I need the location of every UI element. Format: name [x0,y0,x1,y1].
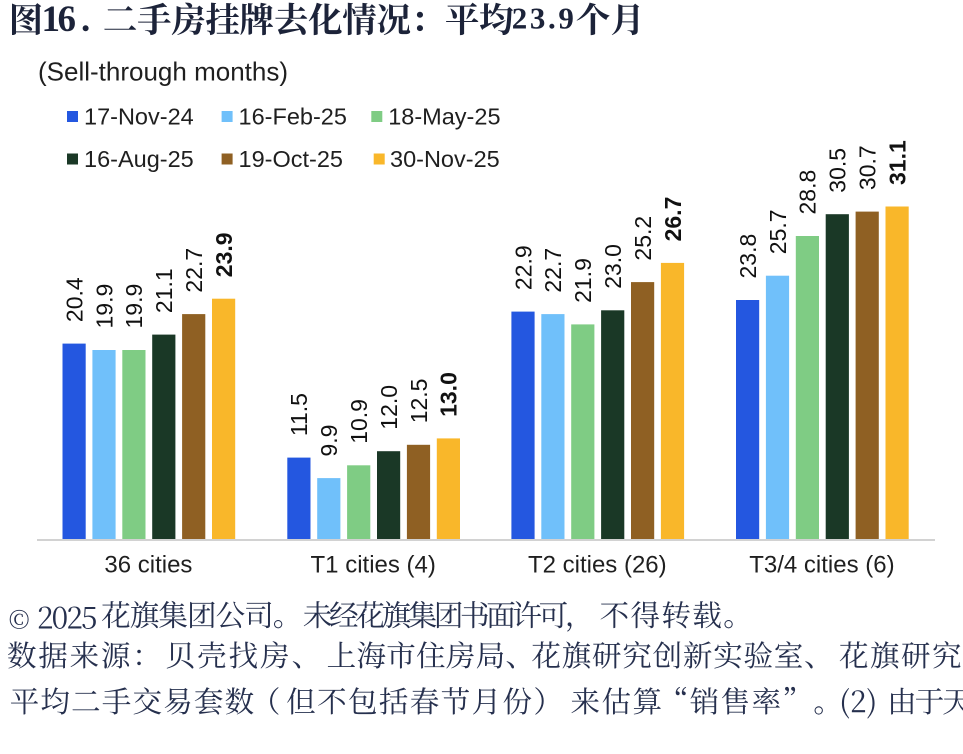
svg-text:25.7: 25.7 [765,209,791,254]
svg-text:9.9: 9.9 [316,425,342,457]
svg-text:T3/4 cities (6): T3/4 cities (6) [749,552,894,579]
svg-text:28.8: 28.8 [795,170,821,215]
svg-text:16: 16 [42,0,76,40]
svg-text:31.1: 31.1 [884,140,910,185]
svg-text:T2 cities (26): T2 cities (26) [528,552,667,579]
svg-text:16-Feb-25: 16-Feb-25 [239,103,347,129]
svg-text:21.1: 21.1 [151,268,177,313]
svg-text:23.9: 23.9 [512,1,577,36]
svg-text:19.9: 19.9 [121,284,147,329]
svg-text:19.9: 19.9 [91,284,117,329]
svg-text:12.5: 12.5 [406,379,432,424]
svg-text:36 cities: 36 cities [104,552,192,579]
svg-text:20.4: 20.4 [61,277,87,322]
svg-text:22.9: 22.9 [510,245,536,290]
svg-text:T1 cities (4): T1 cities (4) [311,552,436,579]
svg-text:16-Aug-25: 16-Aug-25 [84,146,194,172]
svg-text:23.8: 23.8 [735,234,761,279]
svg-text:.: . [81,0,90,40]
svg-text:22.7: 22.7 [540,248,566,293]
svg-text:22.7: 22.7 [181,248,207,293]
svg-text:10.9: 10.9 [346,399,372,444]
svg-text:26.7: 26.7 [660,197,686,242]
svg-text:17-Nov-24: 17-Nov-24 [84,103,194,129]
svg-text:23.9: 23.9 [211,232,237,277]
svg-text:19-Oct-25: 19-Oct-25 [239,146,344,172]
svg-text:12.0: 12.0 [376,385,402,430]
svg-text:30.7: 30.7 [855,145,881,190]
svg-text:11.5: 11.5 [286,393,312,436]
svg-text:30.5: 30.5 [825,148,851,193]
svg-text:13.0: 13.0 [436,372,462,417]
svg-text:23.0: 23.0 [600,244,626,289]
svg-text:18-May-25: 18-May-25 [388,103,500,129]
svg-text:21.9: 21.9 [570,258,596,303]
svg-text:(Sell-through months): (Sell-through months) [38,57,288,87]
svg-text:25.2: 25.2 [630,216,656,261]
svg-text:30-Nov-25: 30-Nov-25 [390,146,500,172]
